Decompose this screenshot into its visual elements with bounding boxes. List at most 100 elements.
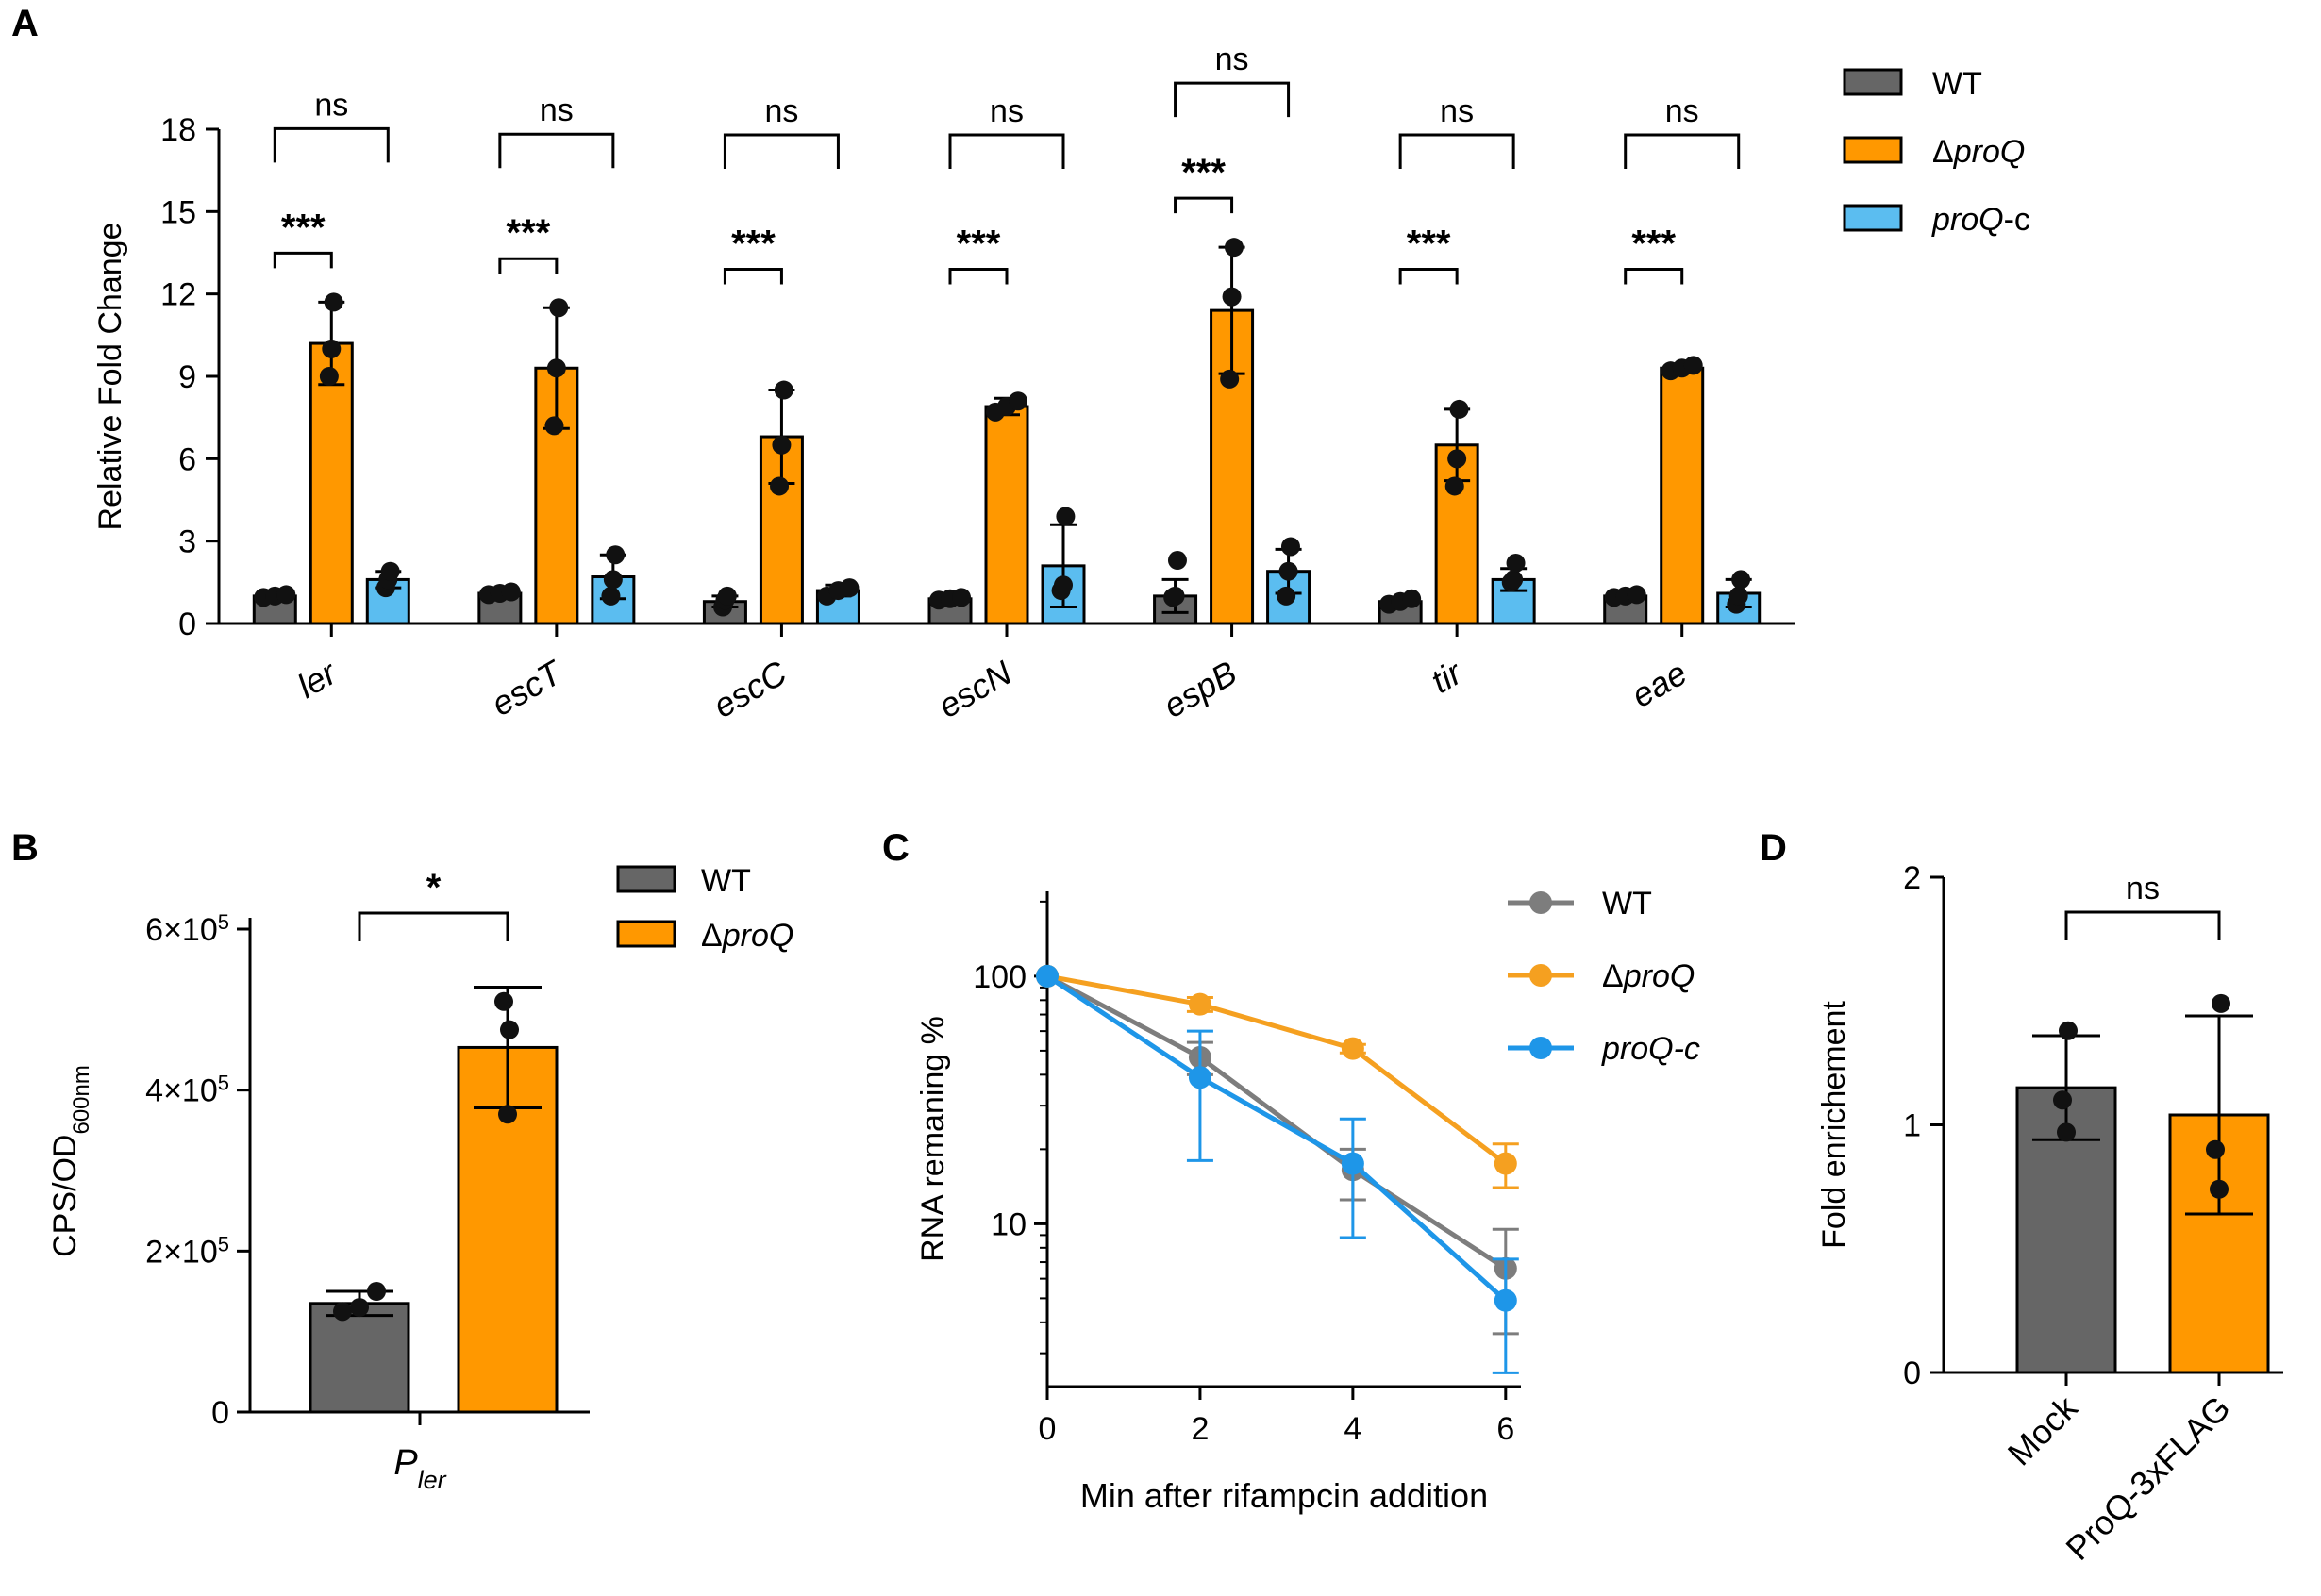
x-tick-label: ProQ-3xFLAG	[2058, 1388, 2237, 1568]
legend-swatch-proqc	[1843, 204, 1903, 232]
panel-b: 0 2×105 4×105 6×105 CPS/OD600nm Pler * WT ΔproQ	[47, 863, 793, 1494]
sig-bracket-proq-line	[1174, 196, 1234, 214]
x-tick-label: Mock	[2000, 1388, 2086, 1473]
data-point	[770, 476, 790, 496]
error-bar-proqc_line	[1492, 1257, 1519, 1374]
group-ler: ler *** ns	[252, 87, 410, 706]
sig-bracket-proq-label: ***	[731, 223, 776, 264]
data-point	[333, 1302, 352, 1322]
sig-bracket-proq-line	[1398, 267, 1459, 285]
x-tick-label: escN	[931, 653, 1018, 725]
sig-bracket-ns-label: ns	[1665, 93, 1699, 129]
sig-bracket-proq-line	[498, 257, 559, 274]
sig-bracket-proq-line	[1624, 267, 1684, 285]
sig-bracket-ns: ns	[948, 93, 1065, 169]
data-point-proq_line	[1494, 1152, 1517, 1175]
data-point	[1731, 570, 1751, 590]
data-point	[549, 298, 569, 318]
sig-bracket: ns	[2064, 871, 2221, 940]
sig-bracket-proq-line	[723, 267, 783, 285]
group-escN: escN *** ns	[927, 93, 1086, 725]
sig-bracket-ns: ns	[1174, 42, 1291, 118]
error-bar-proqc_line	[1186, 1029, 1213, 1162]
series-proq_line	[1036, 964, 1519, 1189]
data-point	[1220, 369, 1240, 389]
legend-label-proq_line: ΔproQ	[1602, 958, 1695, 994]
data-point-proqc_line	[1494, 1288, 1517, 1312]
legend-c: WT ΔproQ proQ-c	[1508, 886, 1700, 1067]
series-line-proqc_line	[1045, 973, 1508, 1303]
legend-label-wt: WT	[1932, 66, 1982, 102]
data-point	[1278, 561, 1298, 581]
sig-bracket-proq: ***	[1398, 223, 1459, 285]
data-point	[322, 339, 342, 358]
data-point	[2210, 1179, 2229, 1199]
legend-marker-proqc_line	[1529, 1037, 1552, 1059]
sig-bracket-proq-label: ***	[281, 207, 326, 248]
legend-swatch-wt	[616, 865, 676, 893]
data-point	[1054, 575, 1073, 595]
sig-bracket-line	[358, 911, 509, 941]
bar-proq-eae	[1660, 366, 1705, 625]
sig-bracket-proq: ***	[1624, 223, 1684, 285]
sig-bracket-label: ns	[2126, 871, 2160, 906]
sig-bracket-ns-label: ns	[990, 93, 1024, 129]
data-point	[2057, 1122, 2076, 1142]
data-point	[606, 545, 626, 565]
data-point	[1165, 586, 1185, 606]
data-point-proqc_line	[1188, 1066, 1211, 1089]
sig-bracket-proq-label: ***	[1631, 223, 1676, 264]
data-point	[1280, 537, 1300, 557]
y-tick-label: 4×105	[145, 1071, 229, 1109]
sig-bracket-proq-line	[273, 251, 333, 269]
data-point	[601, 586, 621, 606]
y-tick-label: 3	[178, 524, 196, 560]
panel-label-a: A	[11, 3, 39, 44]
data-point	[350, 1298, 369, 1318]
y-tick-label: 18	[160, 112, 196, 148]
sig-bracket-proq-label: ***	[957, 223, 1001, 264]
legend-label-proq: ΔproQ	[1932, 134, 2025, 170]
data-point	[2206, 1139, 2225, 1159]
sig-bracket-ns: ns	[498, 92, 615, 169]
data-point	[501, 582, 521, 602]
legend-swatch-wt	[1843, 68, 1903, 96]
y-tick-label: 9	[178, 359, 196, 395]
y-axis-label: RNA remaning %	[915, 1016, 951, 1262]
sig-bracket-proq: ***	[948, 223, 1009, 285]
y-tick-label: 0	[211, 1395, 229, 1431]
sig-bracket-label: *	[426, 867, 442, 908]
data-point	[1167, 551, 1187, 571]
sig-bracket-proq: ***	[273, 207, 333, 269]
x-tick-label: tir	[1425, 652, 1470, 701]
data-point	[1506, 553, 1526, 573]
data-point-proq_line	[1188, 992, 1211, 1016]
series-wt_line	[1036, 964, 1519, 1336]
data-point-proqc_line	[1341, 1152, 1364, 1175]
sig-bracket-ns: ns	[723, 93, 840, 169]
data-point	[2053, 1090, 2072, 1110]
data-point	[1402, 589, 1422, 608]
series-proqc_line	[1036, 964, 1519, 1374]
data-point	[1056, 507, 1076, 526]
legend-a: WT ΔproQ proQ-c	[1843, 66, 2030, 238]
data-point	[774, 380, 793, 400]
data-point	[1504, 570, 1524, 590]
sig-bracket-ns-line	[723, 133, 840, 169]
data-point	[1728, 586, 1748, 606]
sig-bracket-ns-line	[948, 133, 1065, 169]
sig-bracket-proq: ***	[1174, 152, 1234, 214]
legend-label-proqc: proQ-c	[1931, 202, 2030, 238]
data-point	[717, 586, 737, 606]
legend-label-proq: ΔproQ	[701, 918, 793, 954]
sig-bracket-proq-label: ***	[1407, 223, 1451, 264]
data-point	[544, 416, 564, 436]
sig-bracket-ns-label: ns	[314, 87, 348, 123]
legend-label-proqc_line: proQ-c	[1601, 1031, 1700, 1067]
y-tick-label: 10	[991, 1206, 1027, 1242]
series-line-proq_line	[1046, 973, 1508, 1166]
